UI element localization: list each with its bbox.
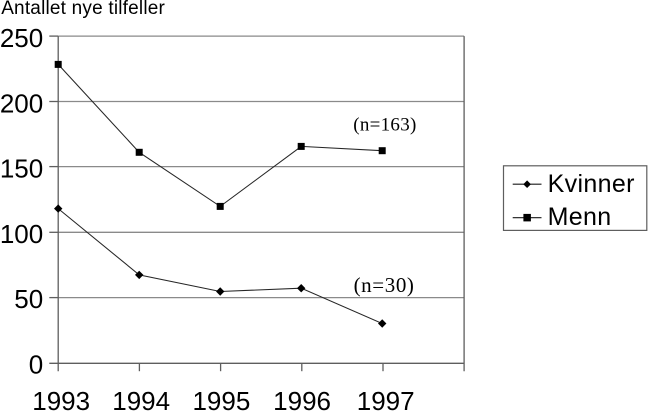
svg-text:250: 250 xyxy=(0,23,43,53)
svg-text:100: 100 xyxy=(0,219,43,249)
svg-text:150: 150 xyxy=(0,154,43,184)
svg-text:(n=30): (n=30) xyxy=(354,273,415,297)
svg-text:Menn: Menn xyxy=(548,203,612,231)
svg-text:200: 200 xyxy=(0,88,43,118)
svg-text:1995: 1995 xyxy=(192,386,250,411)
svg-text:0: 0 xyxy=(29,350,43,380)
svg-text:Antallet nye tilfeller: Antallet nye tilfeller xyxy=(1,0,165,19)
svg-text:Kvinner: Kvinner xyxy=(548,170,635,198)
svg-text:1993: 1993 xyxy=(32,386,90,411)
svg-text:1996: 1996 xyxy=(273,386,331,411)
svg-text:(n=163): (n=163) xyxy=(353,114,416,135)
svg-text:1994: 1994 xyxy=(112,386,170,411)
svg-text:1997: 1997 xyxy=(357,386,415,411)
svg-text:50: 50 xyxy=(14,284,43,314)
